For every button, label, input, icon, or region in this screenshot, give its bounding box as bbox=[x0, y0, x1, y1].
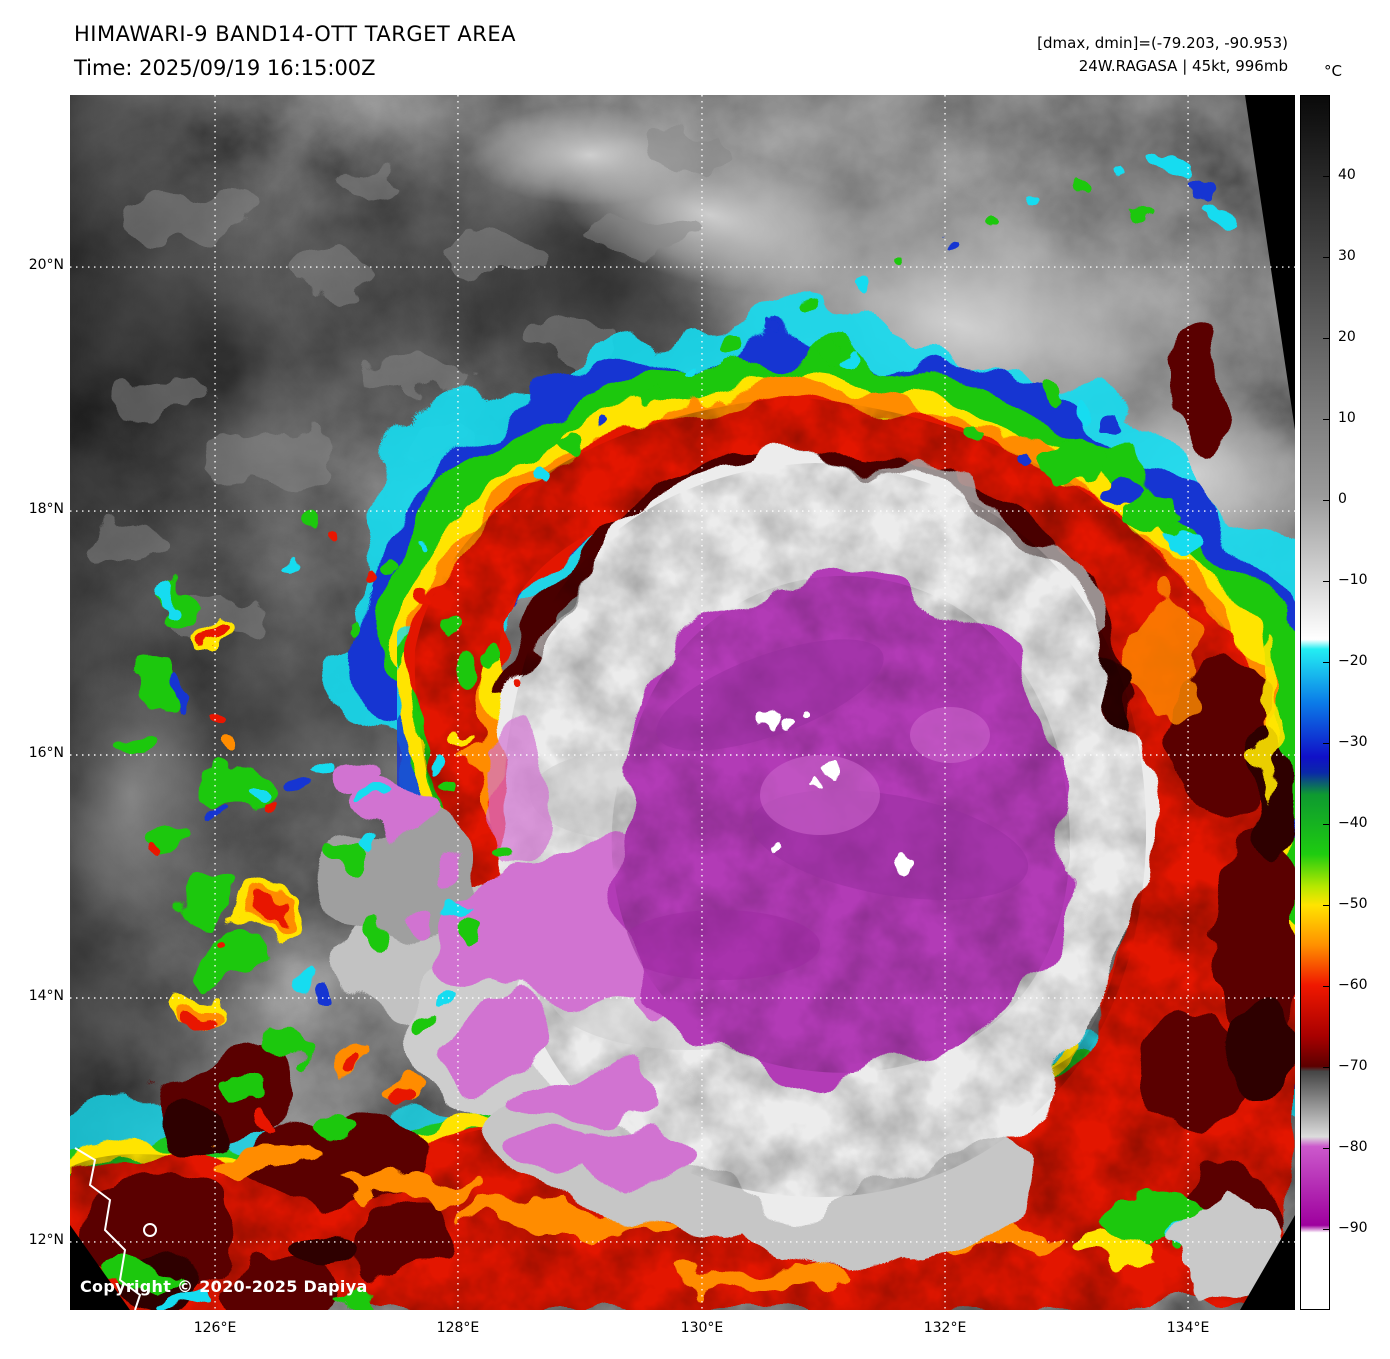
lat-label-12°N: 12°N bbox=[28, 1231, 64, 1248]
lon-label-134°E: 134°E bbox=[1166, 1320, 1210, 1336]
west-convection-cells bbox=[114, 589, 518, 1143]
colorbar-tickmark-40 bbox=[1323, 176, 1329, 177]
colorbar-tick-0: 0 bbox=[1338, 491, 1347, 507]
temperature-colorbar bbox=[1300, 95, 1330, 1310]
colorbar-tick--20: −20 bbox=[1338, 653, 1368, 669]
colorbar-tickmark--10 bbox=[1323, 581, 1329, 582]
colorbar-tick--60: −60 bbox=[1338, 977, 1368, 993]
magenta-cold-patches bbox=[342, 735, 698, 1180]
upper-left-speckles bbox=[285, 508, 501, 666]
lon-label-128°E: 128°E bbox=[436, 1320, 480, 1336]
satellite-ir-artwork bbox=[70, 95, 1295, 1310]
colorbar-tickmark-20 bbox=[1323, 338, 1329, 339]
storm-info-readout: 24W.RAGASA | 45kt, 996mb bbox=[1078, 57, 1288, 75]
colorbar-tickmark--80 bbox=[1323, 1148, 1329, 1149]
lon-label-126°E: 126°E bbox=[193, 1320, 237, 1336]
lat-label-16°N: 16°N bbox=[28, 744, 64, 761]
lon-label-132°E: 132°E bbox=[923, 1320, 967, 1336]
overshooting-top-flecks bbox=[760, 709, 914, 874]
colorbar-tick-20: 20 bbox=[1338, 329, 1356, 345]
colorbar-tick--30: −30 bbox=[1338, 734, 1368, 750]
colorbar-tick-10: 10 bbox=[1338, 410, 1356, 426]
cold-core-magenta bbox=[611, 575, 1070, 1073]
colorbar-tickmark--50 bbox=[1323, 905, 1329, 906]
colorbar-unit-label: °C bbox=[1324, 62, 1342, 80]
satellite-image-panel: Copyright © 2020-2025 Dapiya bbox=[70, 95, 1295, 1310]
lat-label-14°N: 14°N bbox=[28, 987, 64, 1004]
lon-label-130°E: 130°E bbox=[680, 1320, 724, 1336]
colorbar-tick-40: 40 bbox=[1338, 167, 1356, 183]
northwest-arc-speckles bbox=[534, 153, 1238, 555]
colorbar-tick--70: −70 bbox=[1338, 1058, 1368, 1074]
colorbar-tickmark-30 bbox=[1323, 257, 1329, 258]
colorbar-tickmark--20 bbox=[1323, 662, 1329, 663]
dmax-dmin-readout: [dmax, dmin]=(-79.203, -90.953) bbox=[1037, 34, 1288, 52]
copyright-label: Copyright © 2020-2025 Dapiya bbox=[80, 1277, 368, 1296]
lat-label-18°N: 18°N bbox=[28, 501, 64, 518]
lat-label-20°N: 20°N bbox=[28, 257, 64, 274]
colorbar-tickmark--70 bbox=[1323, 1067, 1329, 1068]
colorbar-tickmark--40 bbox=[1323, 824, 1329, 825]
colorbar-tick--90: −90 bbox=[1338, 1220, 1368, 1236]
colorbar-tickmark--90 bbox=[1323, 1229, 1329, 1230]
colorbar-tickmark-10 bbox=[1323, 419, 1329, 420]
colorbar-tick--10: −10 bbox=[1338, 572, 1368, 588]
colorbar-tick--40: −40 bbox=[1338, 815, 1368, 831]
swath-edge bbox=[70, 95, 1295, 1310]
colorbar-tickmark--30 bbox=[1323, 743, 1329, 744]
product-time: Time: 2025/09/19 16:15:00Z bbox=[74, 56, 376, 80]
coastline bbox=[74, 1147, 157, 1310]
colorbar-tick-30: 30 bbox=[1338, 248, 1356, 264]
colorbar-tick--80: −80 bbox=[1338, 1139, 1368, 1155]
colorbar-tickmark-0 bbox=[1323, 500, 1329, 501]
colorbar-tick--50: −50 bbox=[1338, 896, 1368, 912]
colorbar-tickmark--60 bbox=[1323, 986, 1329, 987]
product-title: HIMAWARI-9 BAND14-OTT TARGET AREA bbox=[74, 22, 517, 46]
latlon-grid bbox=[70, 95, 1295, 1310]
